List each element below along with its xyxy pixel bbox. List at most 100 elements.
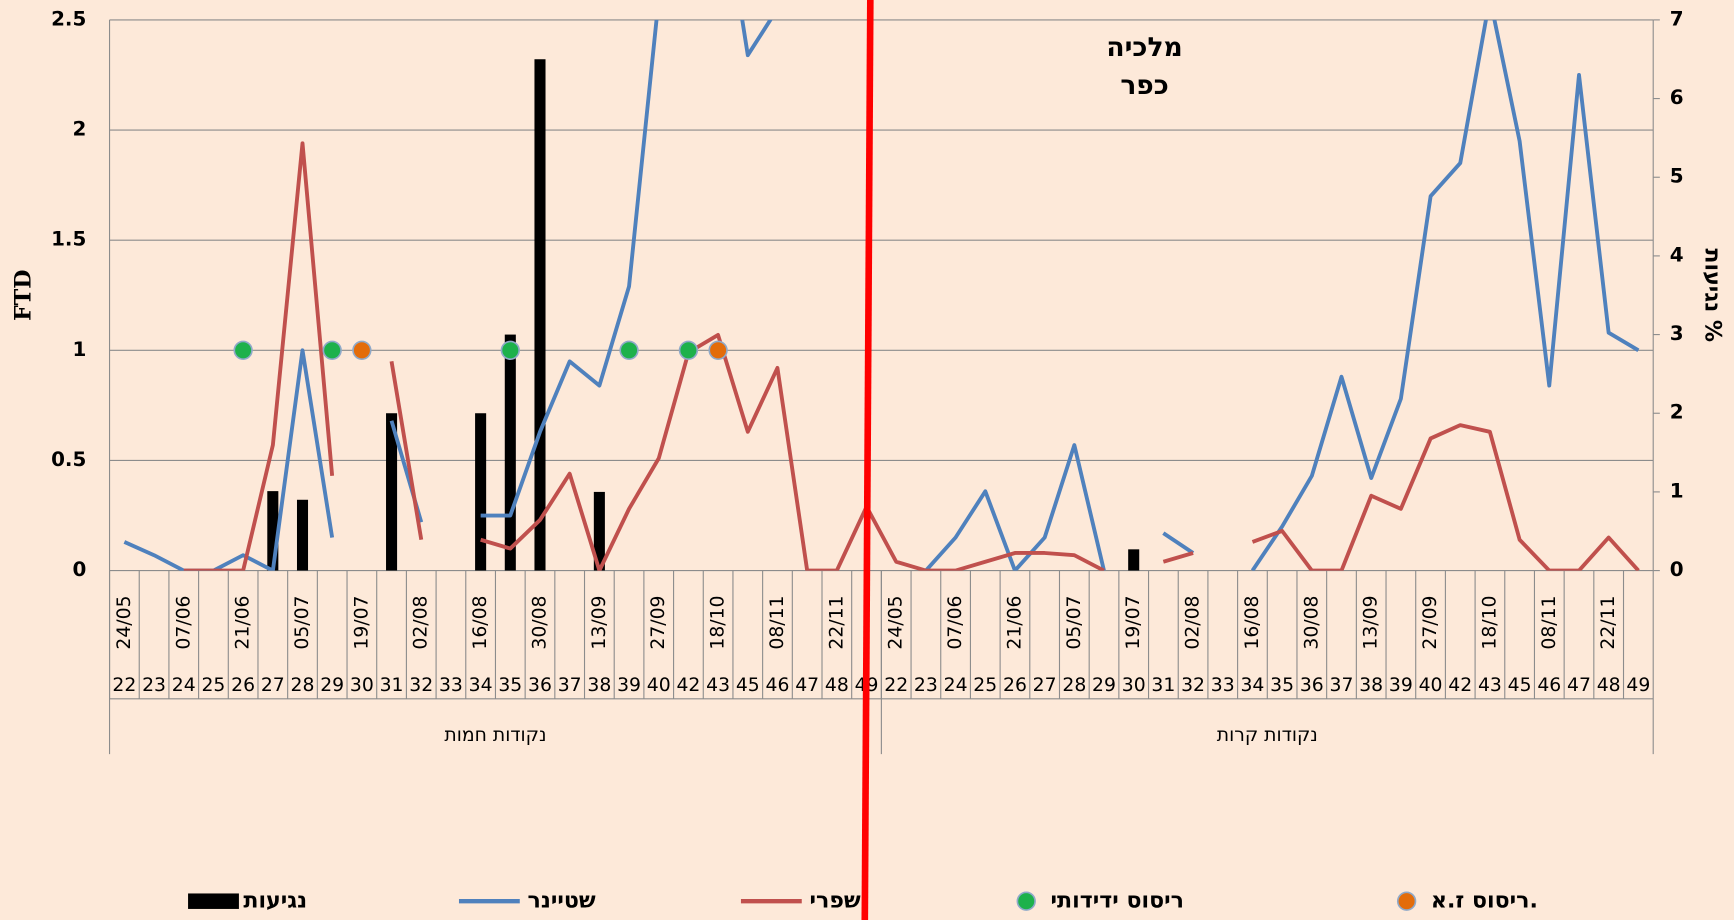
x-tick-label: 39 bbox=[617, 675, 641, 696]
date-label: 19/07 bbox=[351, 595, 372, 649]
y-tick-label: 1 bbox=[72, 338, 86, 361]
x-tick-label: 28 bbox=[1062, 675, 1086, 696]
x-tick-label: 47 bbox=[1567, 675, 1591, 696]
divider bbox=[861, 0, 874, 920]
x-tick-label: 43 bbox=[1478, 675, 1502, 696]
x-tick-label: 27 bbox=[261, 675, 285, 696]
x-tick-label: 33 bbox=[1211, 675, 1235, 696]
x-tick-label: 26 bbox=[231, 675, 255, 696]
y2-tick-label: 4 bbox=[1670, 243, 1684, 266]
date-label: 02/08 bbox=[411, 595, 432, 649]
legend-label: ריסוס ידידותי bbox=[1051, 888, 1184, 914]
date-label: 16/08 bbox=[1242, 595, 1263, 649]
y-tick-label: 0.5 bbox=[51, 448, 86, 471]
x-tick-label: 24 bbox=[944, 675, 968, 696]
legend-label: ריסוס ז.א. bbox=[1431, 888, 1538, 914]
bar bbox=[504, 334, 516, 571]
date-label: 07/06 bbox=[173, 595, 194, 649]
date-label: 18/10 bbox=[708, 595, 729, 649]
bar bbox=[386, 413, 398, 571]
date-label: 08/11 bbox=[1539, 595, 1560, 649]
y2-tick-label: 6 bbox=[1670, 86, 1684, 109]
plot-area bbox=[123, 19, 1640, 571]
y2-tick-label: 5 bbox=[1670, 165, 1684, 188]
date-label: 02/08 bbox=[1183, 595, 1204, 649]
x-tick-label: 22 bbox=[884, 675, 908, 696]
x-tick-label: 36 bbox=[1300, 675, 1324, 696]
line bbox=[183, 141, 1640, 571]
x-tick-label: 48 bbox=[1597, 675, 1621, 696]
x-tick-label: 49 bbox=[1626, 675, 1650, 696]
y-tick-label: 1.5 bbox=[51, 228, 86, 251]
bar bbox=[534, 59, 546, 571]
line bbox=[123, 19, 1640, 571]
date-label: 07/06 bbox=[945, 595, 966, 649]
x-tick-label: 43 bbox=[706, 675, 730, 696]
date-label: 05/07 bbox=[1064, 595, 1085, 649]
x-tick-label: 47 bbox=[795, 675, 819, 696]
date-label: 13/09 bbox=[1361, 595, 1382, 649]
date-label: 22/11 bbox=[1598, 595, 1619, 649]
dot bbox=[233, 340, 253, 360]
x-tick-label: 22 bbox=[112, 675, 136, 696]
date-label: 24/05 bbox=[114, 595, 135, 649]
legend-label: נגיעות bbox=[243, 888, 307, 914]
x-tick-label: 25 bbox=[973, 675, 997, 696]
legend-swatch bbox=[1016, 891, 1036, 911]
date-label: 21/06 bbox=[1004, 595, 1025, 649]
y2-axis-label: נגיעות % bbox=[1699, 248, 1725, 342]
x-tick-label: 35 bbox=[498, 675, 522, 696]
x-tick-label: 24 bbox=[172, 675, 196, 696]
x-tick-label: 40 bbox=[647, 675, 671, 696]
legend: נגיעות שטיינר שפרי ריסוס ידידותי ריסוס ז.א. bbox=[188, 888, 1538, 914]
dots bbox=[233, 340, 728, 360]
x-tick-label: 38 bbox=[1359, 675, 1383, 696]
y2-tick-label: 7 bbox=[1670, 7, 1684, 30]
x-tick-label: 32 bbox=[409, 675, 433, 696]
y2-tick-label: 1 bbox=[1670, 479, 1684, 502]
x-tick-label: 29 bbox=[1092, 675, 1116, 696]
y-tick-label: 2 bbox=[72, 118, 86, 141]
legend-swatch bbox=[1396, 891, 1417, 911]
x-tick-label: 36 bbox=[528, 675, 552, 696]
x-tick-label: 35 bbox=[1270, 675, 1294, 696]
dot bbox=[500, 340, 520, 360]
x-tick-label: 45 bbox=[1508, 675, 1532, 696]
annotation: מלכיה bbox=[1106, 32, 1182, 63]
dot bbox=[678, 340, 699, 360]
x-tick-label: 23 bbox=[142, 675, 166, 696]
bar bbox=[475, 413, 487, 571]
legend-label: שפרי bbox=[810, 888, 861, 914]
group-label: נקודות חמות bbox=[444, 725, 546, 746]
date-label: 24/05 bbox=[886, 595, 907, 649]
date-label: 27/09 bbox=[1420, 595, 1441, 649]
date-label: 05/07 bbox=[292, 595, 313, 649]
date-label: 18/10 bbox=[1479, 595, 1500, 649]
y2-tick-label: 0 bbox=[1670, 558, 1684, 581]
date-label: 22/11 bbox=[826, 595, 847, 649]
x-tick-label: 40 bbox=[1419, 675, 1443, 696]
y-tick-label: 0 bbox=[72, 558, 86, 581]
date-label: 27/09 bbox=[648, 595, 669, 649]
x-tick-label: 30 bbox=[1122, 675, 1146, 696]
bar bbox=[267, 491, 279, 571]
x-tick-label: 46 bbox=[766, 675, 790, 696]
x-tick-label: 31 bbox=[1151, 675, 1175, 696]
date-label: 19/07 bbox=[1123, 595, 1144, 649]
x-tick-label: 33 bbox=[439, 675, 463, 696]
x-tick-label: 29 bbox=[320, 675, 344, 696]
date-label: 21/06 bbox=[233, 595, 254, 649]
x-tick-label: 46 bbox=[1537, 675, 1561, 696]
x-tick-label: 39 bbox=[1389, 675, 1413, 696]
date-label: 30/08 bbox=[1301, 595, 1322, 649]
x-tick-label: 37 bbox=[558, 675, 582, 696]
x-tick-label: 38 bbox=[587, 675, 611, 696]
x-tick-label: 30 bbox=[350, 675, 374, 696]
y2-tick-label: 3 bbox=[1670, 322, 1684, 345]
dot bbox=[708, 340, 728, 360]
date-label: 30/08 bbox=[529, 595, 550, 649]
x-tick-label: 48 bbox=[825, 675, 849, 696]
date-label: 08/11 bbox=[767, 595, 788, 649]
